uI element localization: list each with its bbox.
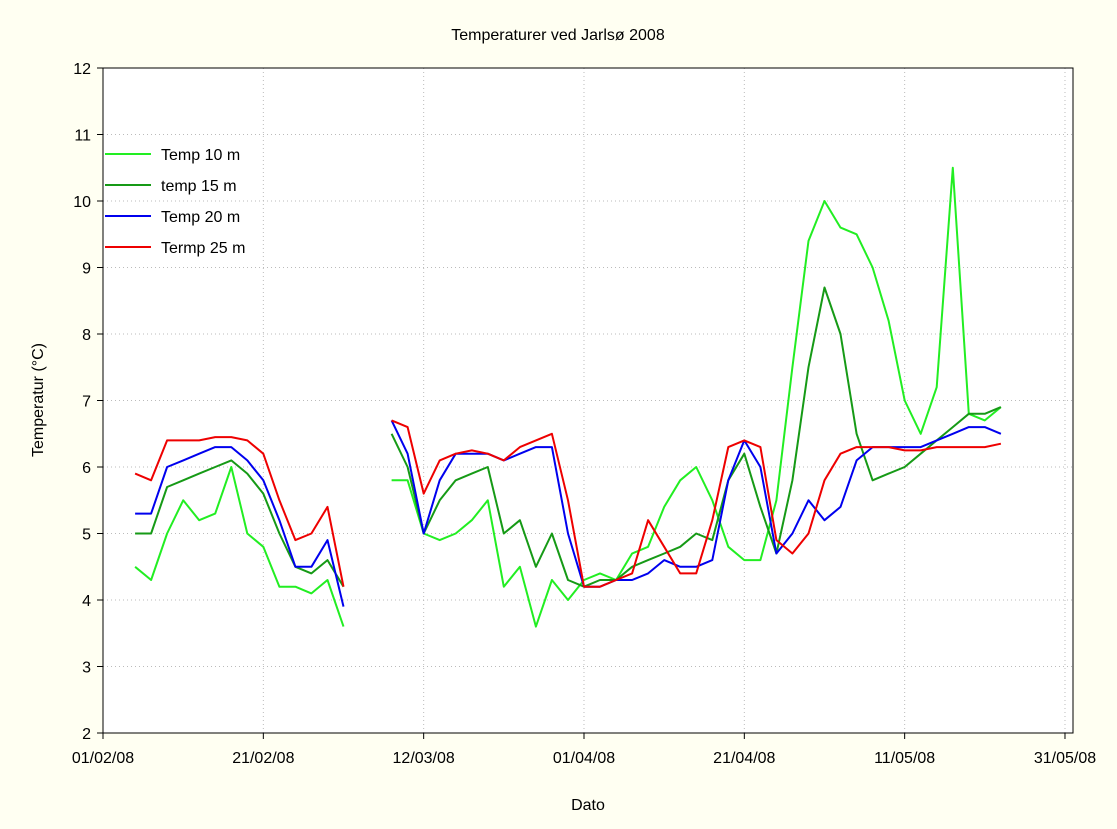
x-tick-label: 12/03/08 [393, 750, 455, 767]
y-tick-label: 3 [82, 660, 91, 677]
legend-label: Temp 10 m [161, 147, 240, 164]
x-tick-label: 01/04/08 [553, 750, 615, 767]
legend-label: Temp 20 m [161, 209, 240, 226]
y-axis-label: Temperatur (°C) [30, 343, 47, 457]
x-tick-label: 21/02/08 [232, 750, 294, 767]
legend-label: temp 15 m [161, 178, 237, 195]
legend-label: Termp 25 m [161, 240, 245, 257]
x-tick-label: 21/04/08 [713, 750, 775, 767]
x-tick-label: 11/05/08 [874, 750, 935, 767]
y-tick-label: 6 [82, 460, 91, 477]
y-tick-label: 9 [82, 261, 91, 278]
chart-title: Temperaturer ved Jarlsø 2008 [451, 27, 665, 44]
y-tick-label: 8 [82, 327, 91, 344]
data-line [134, 419, 1002, 588]
y-tick-label: 12 [73, 61, 91, 78]
plot-frame [102, 67, 1074, 734]
y-tick-label: 10 [73, 194, 91, 211]
data-line [134, 166, 1002, 628]
y-tick-label: 7 [82, 394, 91, 411]
data-line [135, 286, 1002, 588]
y-tick-label: 5 [82, 527, 91, 544]
y-tick-label: 4 [82, 593, 91, 610]
x-axis-label: Dato [571, 797, 605, 814]
y-tick-label: 11 [74, 128, 91, 145]
y-tick-label: 2 [82, 726, 91, 743]
x-tick-label: 01/02/08 [72, 750, 134, 767]
x-tick-label: 31/05/08 [1034, 750, 1096, 767]
